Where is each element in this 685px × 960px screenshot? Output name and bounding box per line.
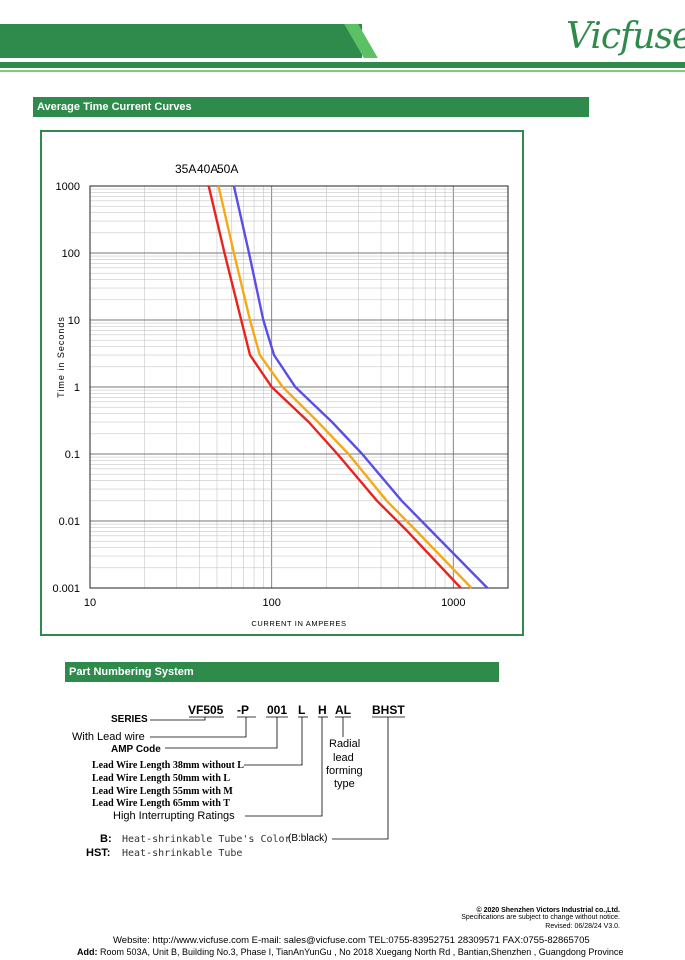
- code-series: VF505: [188, 703, 224, 717]
- y-tick-label: 0.001: [52, 583, 80, 595]
- legend-b-key: B:: [100, 833, 112, 845]
- label-length-55: Lead Wire Length 55mm with M: [92, 786, 233, 797]
- footer-website: Website: http://www.vicfuse.com E-mail: …: [113, 935, 590, 946]
- series-line-50a: [232, 185, 489, 589]
- legend-b-desc: Heat-shrinkable Tube's Color: [122, 834, 291, 845]
- x-tick-label: 100: [262, 597, 280, 609]
- footer-notice: Specifications are subject to change wit…: [461, 914, 620, 921]
- footer-revised: Revised: 06/28/24 V3.0.: [545, 923, 620, 930]
- label-amp-code: AMP Code: [111, 744, 161, 755]
- section-title-pns: Part Numbering System: [65, 662, 499, 682]
- x-tick-label: 10: [84, 597, 96, 609]
- label-radial-2: lead: [333, 752, 354, 764]
- series-line-40a: [217, 185, 473, 589]
- section-title-curves: Average Time Current Curves: [33, 97, 589, 117]
- code-lead: -P: [237, 703, 249, 717]
- x-axis-label: CURRENT IN AMPERES: [251, 619, 346, 628]
- legend-b-color: (B:black): [288, 833, 328, 844]
- code-amp: 001: [267, 703, 288, 717]
- footer-copyright: © 2020 Shenzhen Victors Industrial co.,L…: [476, 907, 620, 914]
- label-interrupting-rating: High Interrupting Ratings: [113, 810, 235, 822]
- label-radial-3: forming: [326, 765, 363, 777]
- header-rule: [0, 62, 685, 68]
- y-tick-label: 0.1: [65, 449, 80, 461]
- label-length-65: Lead Wire Length 65mm with T: [92, 798, 230, 809]
- code-rating: H: [318, 703, 327, 717]
- y-tick-label: 0.01: [59, 516, 80, 528]
- y-tick-label: 1: [74, 382, 80, 394]
- y-axis-label: Time in Seconds: [56, 316, 66, 398]
- legend-hst-key: HST:: [86, 847, 111, 859]
- code-tube: BHST: [372, 703, 405, 717]
- label-lead-wire: With Lead wire: [72, 731, 145, 743]
- plot-area-border: [89, 185, 509, 589]
- header-banner: [0, 24, 362, 58]
- brand-logo: Vicfuse: [566, 16, 685, 57]
- label-length-50: Lead Wire Length 50mm with L: [92, 773, 231, 784]
- y-tick-label: 10: [68, 315, 80, 327]
- footer-address-line: Add: Room 503A, Unit B, Building No.3, P…: [77, 947, 623, 957]
- legend-label-35a: 35A: [175, 162, 196, 176]
- legend-label-50a: 50A: [217, 162, 238, 176]
- header-rule-light: [0, 70, 685, 72]
- time-current-chart: 1000 100 10 1 0.1 0.01 0.001 10 100 1000 CURRENT I…: [52, 162, 509, 628]
- part-number-connectors: [150, 716, 405, 840]
- label-series: SERIES: [111, 714, 148, 725]
- label-radial-4: type: [334, 778, 355, 790]
- y-tick-label: 100: [62, 248, 80, 260]
- legend-label-40a: 40A: [197, 162, 218, 176]
- footer-address: Room 503A, Unit B, Building No.3, Phase …: [100, 947, 624, 957]
- chart-frame: 1000 100 10 1 0.1 0.01 0.001 10 100 1000 CURRENT I…: [40, 130, 524, 636]
- series-line-35a: [207, 185, 462, 589]
- label-length-38: Lead Wire Length 38mm without L: [92, 760, 244, 771]
- code-forming: AL: [335, 703, 351, 717]
- footer-add-label: Add:: [77, 947, 98, 957]
- label-radial-1: Radial: [329, 738, 361, 750]
- code-length: L: [298, 703, 306, 717]
- y-tick-label: 1000: [56, 181, 80, 193]
- legend-hst-desc: Heat-shrinkable Tube: [122, 848, 243, 859]
- x-tick-label: 1000: [441, 597, 465, 609]
